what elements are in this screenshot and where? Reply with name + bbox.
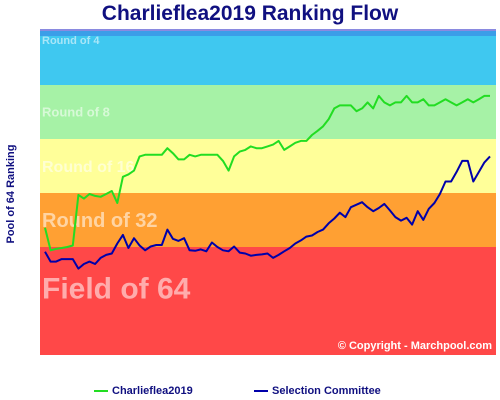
band-round-of-8 [40,85,496,139]
band-layer [40,29,496,355]
band-label: Round of 32 [42,210,158,232]
copyright-text: © Copyright - Marchpool.com [338,340,492,352]
legend-label: Selection Committee [272,385,381,397]
legend-label: Charlieflea2019 [112,385,193,397]
band-round-of-16 [40,139,496,193]
top-stripe [40,29,496,32]
legend-swatch [254,390,268,392]
series-line-charlieflea2019 [44,94,490,252]
series-layer [44,94,491,270]
chart-title: Charlieflea2019 Ranking Flow [101,2,399,25]
legend-item-selection-committee: Selection Committee [254,384,381,398]
band-label-layer: Round of 4 Round of 8 Round of 16 Round of … [42,35,191,306]
y-axis-label: Pool of 64 Ranking [5,144,17,244]
legend-swatch [94,390,108,392]
series-line-selection-committee [44,155,491,270]
top-stripe-blue [40,31,496,36]
band-label: Field of 64 [42,273,191,306]
band-label: Round of 16 [42,159,135,176]
legend-item-charlieflea: Charlieflea2019 [94,384,193,398]
band-label: Round of 8 [42,105,110,120]
band-label: Round of 4 [42,35,100,47]
band-round-of-4 [40,36,496,85]
band-field-of-64 [40,247,496,355]
plot-area: Round of 4 Round of 8 Round of 16 Round of … [40,29,496,355]
